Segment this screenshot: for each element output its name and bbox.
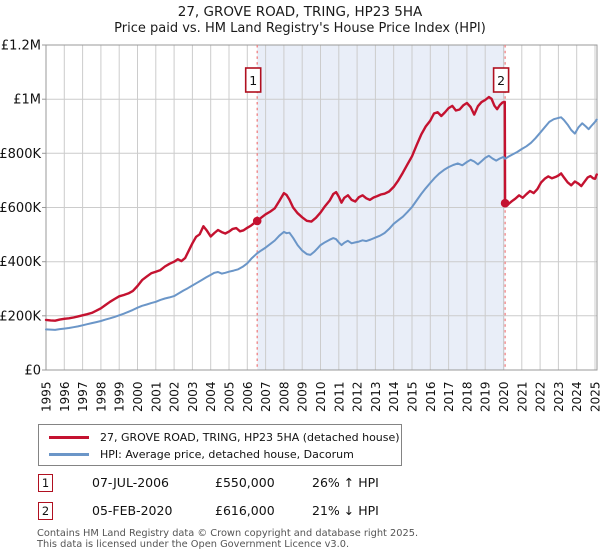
x-axis-label: 1998: [94, 381, 108, 412]
x-axis-label: 2025: [589, 381, 600, 412]
hpi-line: [45, 116, 598, 331]
y-axis-label: £0: [24, 364, 41, 379]
hpi-line-swatch: [49, 453, 89, 456]
x-axis-label: 2011: [332, 381, 346, 412]
x-axis-label: 2008: [277, 381, 291, 412]
sale-1-date: 07-JUL-2006: [92, 475, 170, 490]
x-axis-label: 2002: [168, 381, 182, 412]
x-axis-label: 2012: [351, 381, 365, 412]
x-axis-label: 2017: [442, 381, 456, 412]
legend-row-price-paid: 27, GROVE ROAD, TRING, HP23 5HA (detache…: [49, 429, 401, 446]
y-axis-label: £400K: [0, 255, 41, 270]
sale-2-date: 05-FEB-2020: [92, 503, 173, 518]
x-axis-label: 2024: [570, 381, 584, 412]
sale-point-2: [500, 198, 510, 208]
copyright-line-1: Contains HM Land Registry data © Crown c…: [37, 528, 419, 539]
price-history-chart: £0 £200K £400K £600K £800K £1M £1.2M 1995 1996 19…: [0, 39, 600, 413]
x-axis-label: 2019: [479, 381, 493, 412]
page-title: 27, GROVE ROAD, TRING, HP23 5HA: [177, 4, 423, 20]
legend-label-hpi: HPI: Average price, detached house, Daco…: [100, 448, 354, 461]
price-chart-svg: £0 £200K £400K £600K £800K £1M £1.2M 1995 1996 19…: [0, 39, 600, 413]
page-subtitle: Price paid vs. HM Land Registry's House …: [114, 21, 486, 36]
x-axis-label: 2009: [296, 381, 310, 412]
x-axis-label: 2013: [369, 381, 383, 412]
x-axis-label: 2014: [387, 381, 401, 412]
x-axis-label: 2006: [241, 381, 255, 412]
sale-annotation-row-2: 2 05-FEB-2020 £616,000 21% ↓ HPI: [38, 502, 558, 522]
sale-1-number-box: 1: [38, 474, 53, 492]
y-axis-label: £1M: [13, 93, 41, 108]
x-axis-label: 1997: [76, 381, 90, 412]
legend-label-price-paid: 27, GROVE ROAD, TRING, HP23 5HA (detache…: [100, 431, 400, 444]
x-axis-label: 2001: [149, 381, 163, 412]
sale-marker-number-1: 1: [249, 73, 257, 88]
x-axis-label: 2016: [424, 381, 438, 412]
x-axis-label: 1995: [40, 381, 54, 412]
sale-2-vs-hpi: 21% ↓ HPI: [312, 503, 379, 518]
x-axis-label: 2003: [186, 381, 200, 412]
x-axis-label: 2007: [259, 381, 273, 412]
chart-legend: 27, GROVE ROAD, TRING, HP23 5HA (detache…: [38, 424, 402, 466]
x-axis-label: 2010: [314, 381, 328, 412]
sale-marker-number-2: 2: [497, 73, 505, 88]
x-axis-label: 2000: [131, 381, 145, 412]
x-axis-label: 2021: [515, 381, 529, 412]
copyright-line-2: This data is licensed under the Open Gov…: [37, 539, 350, 550]
x-axis-label: 1996: [58, 381, 72, 412]
x-axis-label: 2004: [204, 381, 218, 412]
y-axis-label: £1.2M: [1, 39, 41, 54]
x-axis-label: 2015: [406, 381, 420, 412]
sale-marker-box-1: [244, 67, 262, 93]
sale-point-1: [252, 216, 262, 226]
sale-2-price: £616,000: [215, 503, 275, 518]
x-axis-label: 2023: [552, 381, 566, 412]
y-axis-label: £200K: [0, 309, 41, 324]
price-paid-line-swatch: [49, 436, 89, 439]
y-axis-label: £600K: [0, 201, 41, 216]
sale-1-price: £550,000: [215, 475, 275, 490]
sale-marker-box-2: [492, 67, 510, 93]
plot-border: [45, 44, 598, 371]
y-axis-label: £800K: [0, 147, 41, 162]
x-axis-label: 2005: [223, 381, 237, 412]
sale-2-number-box: 2: [38, 502, 53, 520]
sale-annotation-row-1: 1 07-JUL-2006 £550,000 26% ↑ HPI: [38, 474, 558, 494]
legend-row-hpi: HPI: Average price, detached house, Daco…: [49, 446, 401, 463]
x-axis-label: 1999: [113, 381, 127, 412]
sale-1-vs-hpi: 26% ↑ HPI: [312, 475, 379, 490]
x-axis-label: 2018: [460, 381, 474, 412]
x-axis-label: 2022: [534, 381, 548, 412]
price-paid-line: [44, 95, 598, 322]
x-axis-label: 2020: [497, 381, 511, 412]
